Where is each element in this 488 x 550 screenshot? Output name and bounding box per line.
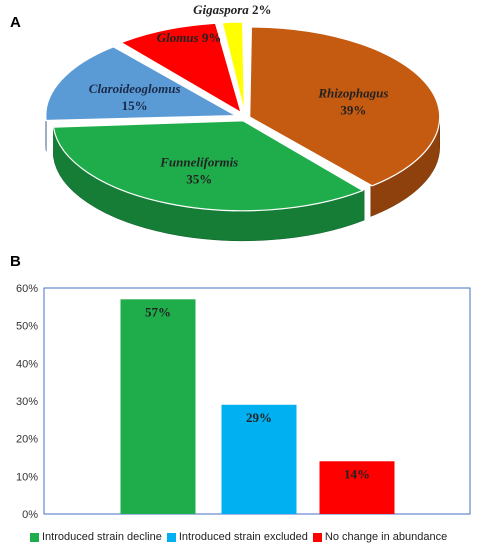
legend-label: Introduced strain decline bbox=[42, 531, 162, 543]
bar-data-label: 14% bbox=[344, 466, 370, 481]
pie-label-rhizophagus: Rhizophagus bbox=[317, 85, 388, 100]
pie-chart: Rhizophagus 39% Funneliformis 35% Claroideog… bbox=[45, 2, 441, 242]
pie-label-funneliformis: Funneliformis bbox=[159, 155, 238, 170]
y-tick-label: 0% bbox=[22, 509, 38, 521]
pie-slice-funneliformis bbox=[52, 120, 365, 212]
pie-value-rhizophagus: 39% bbox=[340, 102, 366, 117]
bar-data-label: 57% bbox=[145, 304, 171, 319]
legend-swatch bbox=[30, 532, 39, 542]
legend-label: Introduced strain excluded bbox=[178, 531, 308, 543]
pie-slice-glomus bbox=[119, 22, 243, 114]
pie-value-funneliformis: 35% bbox=[186, 172, 212, 187]
y-tick-label: 10% bbox=[16, 471, 38, 483]
y-tick-label: 20% bbox=[16, 434, 38, 446]
legend-swatch bbox=[312, 532, 322, 542]
legend-item-no-change-in-abundance: No change in abundance bbox=[312, 531, 448, 543]
pie-slice-claroideoglomus bbox=[45, 46, 239, 122]
legend-item-introduced-strain-decline: Introduced strain decline bbox=[30, 531, 162, 543]
pie-slice-rhizophagus bbox=[249, 26, 441, 187]
panel-b-label: B bbox=[10, 253, 21, 270]
bar-no-change-in-abundance bbox=[319, 461, 395, 514]
panel-a-label: A bbox=[10, 14, 21, 31]
legend-label: No change in abundance bbox=[324, 531, 448, 543]
bar-introduced-strain-excluded bbox=[221, 404, 297, 514]
pie-value-claroideoglomus: 15% bbox=[122, 98, 148, 113]
bar-introduced-strain-decline bbox=[120, 299, 196, 514]
bar-data-label: 29% bbox=[246, 410, 272, 425]
pie-label-claroideoglomus: Claroideoglomus bbox=[89, 81, 181, 96]
bar-legend: Introduced strain decline Introduced stra… bbox=[30, 528, 485, 546]
bar-chart: 0% 10% 20% 30% 40% 50% 60% 57% 29% 14% bbox=[16, 283, 471, 521]
legend-item-introduced-strain-excluded: Introduced strain excluded bbox=[166, 531, 308, 543]
y-tick-label: 50% bbox=[16, 321, 38, 333]
pie-label-glomus: Glomus 9% bbox=[157, 30, 222, 45]
y-tick-label: 60% bbox=[16, 283, 38, 295]
y-tick-label: 30% bbox=[16, 396, 38, 408]
y-tick-label: 40% bbox=[16, 358, 38, 370]
pie-label-gigaspora: Gigaspora 2% bbox=[193, 2, 271, 17]
legend-swatch bbox=[166, 532, 176, 542]
pie-slice-gigaspora bbox=[221, 21, 245, 113]
